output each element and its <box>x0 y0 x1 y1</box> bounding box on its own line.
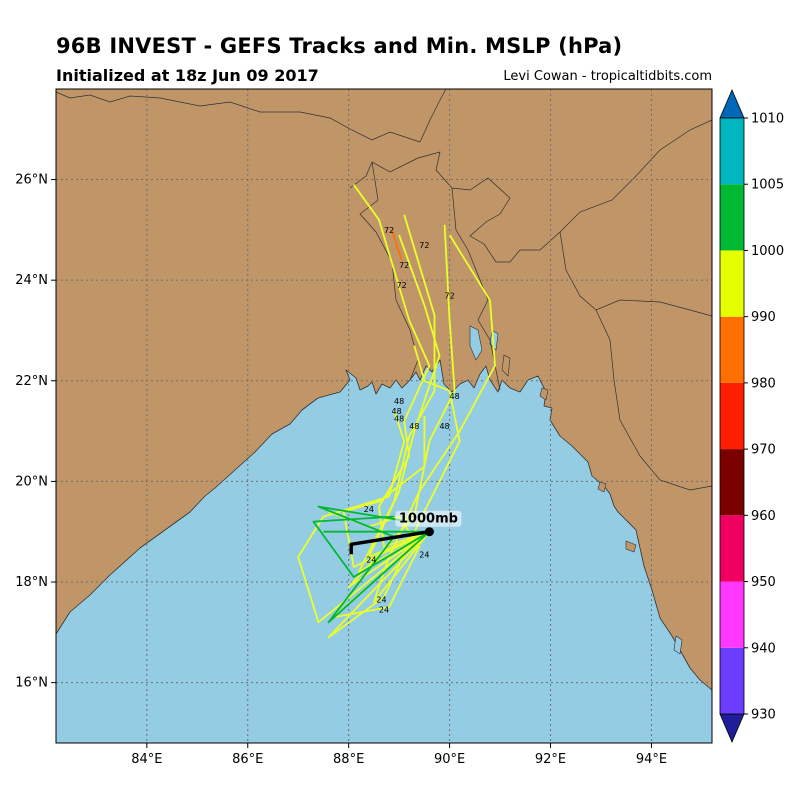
country-border <box>595 309 712 491</box>
lat-tick-label: 20°N <box>15 474 48 489</box>
colorbar-tick-label: 970 <box>751 443 776 458</box>
island-shape <box>539 387 549 401</box>
country-border <box>349 119 712 263</box>
ensemble-track-line <box>347 224 456 588</box>
map-frame <box>55 88 713 744</box>
colorbar-segment <box>720 449 744 516</box>
forecast-hour-label: 24 <box>379 606 389 615</box>
colorbar-tick-label: 930 <box>751 708 776 723</box>
colorbar-tick-label: 1010 <box>751 112 784 127</box>
colorbar-segment <box>720 316 744 383</box>
map-title: 96B INVEST - GEFS Tracks and Min. MSLP (… <box>56 34 623 58</box>
ensemble-track-line <box>367 234 441 558</box>
ensemble-track-line <box>372 234 496 603</box>
lon-tick-label: 90°E <box>434 752 465 767</box>
island-shape <box>625 540 637 553</box>
forecast-hour-label: 24 <box>366 555 376 564</box>
mean-track-line <box>349 529 430 555</box>
lat-tick-label: 16°N <box>15 676 48 691</box>
ensemble-track-line <box>327 345 461 639</box>
colorbar-segment <box>720 250 744 317</box>
ensemble-track-line <box>390 229 403 261</box>
colorbar-segment <box>720 515 744 582</box>
forecast-hour-label: 48 <box>392 407 402 416</box>
ensemble-track-line <box>342 416 430 568</box>
map-subtitle: Initialized at 18z Jun 09 2017 <box>56 66 319 85</box>
forecast-hour-label: 48 <box>394 397 404 406</box>
mslp-colorbar: 930 940 950 960 970 980 990 1000 1005 1010 <box>719 88 784 744</box>
colorbar-tick-label: 980 <box>751 376 776 391</box>
forecast-hour-label: 24 <box>364 505 374 514</box>
ensemble-track-line <box>312 515 430 578</box>
axis-ticks: 84°E 86°E 88°E 90°E 92°E 94°E 16°N 18°N 20°N 22°N… <box>15 173 667 767</box>
island-shape <box>597 481 607 493</box>
forecast-hour-label: 24 <box>376 596 386 605</box>
forecast-hour-label: 48 <box>450 392 460 401</box>
ensemble-track-line <box>357 214 436 573</box>
country-border <box>559 231 712 317</box>
ensemble-tracks <box>297 184 496 639</box>
colorbar-tick-label: 960 <box>751 509 776 524</box>
inland-lake <box>469 325 483 361</box>
lat-lon-grid <box>56 89 712 743</box>
colorbar-tick-label: 1000 <box>751 244 784 259</box>
forecast-hour-label: 72 <box>397 281 407 290</box>
forecast-hour-label: 24 <box>419 550 429 559</box>
inland-lake <box>673 635 683 655</box>
country-border <box>419 89 447 143</box>
lon-tick-label: 86°E <box>232 752 263 767</box>
island-shape <box>501 354 511 377</box>
forecast-hour-label: 48 <box>394 415 404 424</box>
forecast-hour-label: 72 <box>445 291 455 300</box>
mean-track: 1000mb <box>349 510 462 555</box>
ensemble-track-line <box>297 410 430 624</box>
lat-tick-label: 22°N <box>15 374 48 389</box>
colorbar-segment <box>720 184 744 251</box>
country-border <box>56 91 421 143</box>
lon-tick-label: 92°E <box>535 752 566 767</box>
lat-tick-label: 26°N <box>15 173 48 188</box>
colorbar-segment <box>720 647 744 714</box>
colorbar-extend-bottom <box>719 713 745 744</box>
forecast-hour-label: 48 <box>439 422 449 431</box>
lat-tick-label: 24°N <box>15 273 48 288</box>
credit-text: Levi Cowan - tropicaltidbits.com <box>503 69 712 84</box>
colorbar-frame <box>719 117 745 715</box>
colorbar-tick-label: 950 <box>751 575 776 590</box>
colorbar-segment <box>720 382 744 450</box>
center-label-box <box>395 510 462 527</box>
colorbar-tick-label: 940 <box>751 641 776 656</box>
center-pressure-label: 1000mb <box>399 512 458 527</box>
lat-tick-label: 18°N <box>15 575 48 590</box>
forecast-hour-label: 72 <box>399 261 409 270</box>
colorbar-extend-top <box>719 88 745 119</box>
forecast-hour-label: 72 <box>384 226 394 235</box>
colorbar-tick-label: 990 <box>751 310 776 325</box>
storm-center-marker <box>424 527 434 537</box>
lon-tick-label: 84°E <box>131 752 162 767</box>
colorbar-tick-label: 1005 <box>751 178 784 193</box>
colorbar-segment <box>720 118 744 185</box>
forecast-hour-label: 72 <box>419 241 429 250</box>
lon-tick-label: 94°E <box>636 752 667 767</box>
colorbar-segment <box>720 581 744 648</box>
lon-tick-label: 88°E <box>333 752 364 767</box>
forecast-hour-label: 48 <box>409 422 419 431</box>
